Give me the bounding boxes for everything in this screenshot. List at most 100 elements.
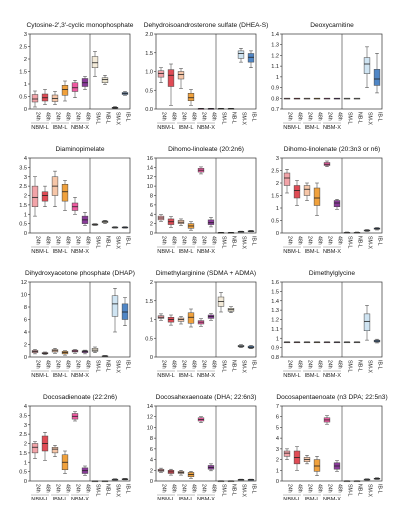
box bbox=[71, 82, 79, 92]
x-tick-label: 48h bbox=[85, 484, 91, 493]
x-tick-label: SM-X bbox=[367, 236, 373, 250]
group-label: IBM-L bbox=[179, 373, 194, 379]
y-tick-label: 2.0 bbox=[145, 32, 153, 38]
x-tick-label: 48h bbox=[191, 112, 197, 121]
box bbox=[207, 219, 215, 225]
x-tick-label: 48h bbox=[171, 360, 177, 369]
x-tick-label: 24h bbox=[201, 112, 207, 121]
chart-title: Cytosine-2′,3′-cyclic monophosphate bbox=[27, 22, 134, 29]
group-label: IBM-L bbox=[53, 249, 68, 255]
x-tick-label: 48h bbox=[337, 484, 343, 493]
x-tick-label: 48h bbox=[211, 484, 217, 493]
y-tick-label: 0 bbox=[276, 231, 279, 237]
chart-panel-3: Deoxycarnitine 0.7 0.8 0.9 1 1.1 1.2 1.3 1.4 24h 4… bbox=[271, 22, 382, 131]
box bbox=[51, 447, 59, 454]
x-tick-label: NB-L bbox=[105, 236, 111, 248]
x-tick-label: SM-X bbox=[241, 360, 247, 374]
box bbox=[31, 94, 39, 103]
y-tick-label: 1 bbox=[150, 318, 153, 324]
x-tick-label: SM-X bbox=[115, 484, 121, 498]
x-tick-label: 24h bbox=[307, 360, 313, 369]
y-tick-label: 2 bbox=[276, 181, 279, 187]
box bbox=[167, 69, 175, 87]
x-tick-label: NB-L bbox=[357, 236, 363, 248]
x-tick-label: 48h bbox=[191, 360, 197, 369]
box bbox=[187, 312, 195, 324]
box bbox=[31, 443, 39, 454]
box bbox=[91, 56, 99, 68]
x-tick-label: SM-L bbox=[347, 112, 353, 125]
group-label: NBM-L bbox=[283, 249, 300, 255]
box bbox=[101, 77, 109, 83]
y-tick-label: 0.8 bbox=[271, 96, 279, 102]
y-tick-label: 4 bbox=[150, 212, 153, 218]
y-tick-label: 1.6 bbox=[271, 280, 279, 286]
group-label: IBM-L bbox=[179, 249, 194, 255]
y-tick-label: 1.2 bbox=[271, 318, 279, 324]
x-tick-label: IB-L bbox=[251, 360, 257, 370]
x-tick-label: 24h bbox=[307, 484, 313, 493]
x-tick-label: 24h bbox=[201, 360, 207, 369]
y-tick-label: 0 bbox=[24, 479, 27, 485]
chart-panel-2: Dehydroisoandrosterone sulfate (DHEA-S) 0… bbox=[144, 22, 269, 131]
x-tick-label: 24h bbox=[307, 236, 313, 245]
chart-title: Dimethylglycine bbox=[309, 270, 356, 277]
y-tick-label: 0 bbox=[150, 231, 153, 237]
y-tick-label: 0.9 bbox=[271, 86, 279, 92]
y-tick-label: 14 bbox=[147, 404, 153, 410]
x-tick-label: 24h bbox=[75, 484, 81, 493]
y-tick-label: 2.5 bbox=[19, 45, 27, 51]
x-tick-label: 48h bbox=[171, 112, 177, 121]
x-tick-label: SM-X bbox=[367, 484, 373, 498]
x-tick-label: 24h bbox=[161, 112, 167, 121]
y-tick-label: 10 bbox=[147, 184, 153, 190]
x-tick-label: NB-L bbox=[231, 484, 237, 496]
group-label: NBM-X bbox=[323, 373, 341, 379]
x-tick-label: 24h bbox=[181, 360, 187, 369]
box bbox=[313, 187, 321, 206]
y-tick-label: 0 bbox=[150, 479, 153, 485]
y-tick-label: 4 bbox=[150, 458, 153, 464]
x-tick-label: IB-L bbox=[125, 484, 131, 494]
plot-frame bbox=[155, 405, 257, 482]
x-tick-label: SM-X bbox=[115, 112, 121, 126]
group-label: NBM-L bbox=[157, 125, 174, 131]
chart-title: Docosahexaenoate (DHA; 22:6n3) bbox=[156, 394, 257, 401]
x-tick-label: SM-X bbox=[115, 236, 121, 250]
y-tick-label: 1 bbox=[24, 82, 27, 88]
box bbox=[61, 85, 69, 96]
x-tick-label: IB-L bbox=[377, 484, 383, 494]
group-label: NBM-X bbox=[323, 125, 341, 131]
group-label: IBM-L bbox=[305, 125, 320, 131]
y-tick-label: 10 bbox=[147, 425, 153, 431]
x-tick-label: SM-X bbox=[367, 360, 373, 374]
y-tick-label: 3 bbox=[24, 423, 27, 429]
x-tick-label: 24h bbox=[287, 112, 293, 121]
x-tick-label: 48h bbox=[45, 236, 51, 245]
group-label: NBM-L bbox=[157, 373, 174, 379]
y-tick-label: 3 bbox=[24, 175, 27, 181]
x-tick-label: SM-L bbox=[95, 112, 101, 125]
group-label: NBM-L bbox=[31, 249, 48, 255]
box bbox=[247, 53, 255, 63]
y-tick-label: 10 bbox=[21, 293, 27, 299]
y-tick-label: 2.5 bbox=[271, 169, 279, 175]
y-tick-label: 8 bbox=[150, 194, 153, 200]
group-label: NBM-X bbox=[197, 373, 215, 379]
y-tick-label: 1.3 bbox=[271, 43, 279, 49]
x-tick-label: 24h bbox=[307, 112, 313, 121]
y-tick-label: 4 bbox=[276, 436, 279, 442]
y-tick-label: 1 bbox=[276, 336, 279, 342]
x-tick-label: 48h bbox=[191, 484, 197, 493]
x-tick-label: 48h bbox=[85, 236, 91, 245]
chart-panel-11: Docosahexaenoate (DHA; 22:6n3) 0 2 4 6 8 10 12 1… bbox=[147, 394, 257, 503]
chart-panel-7: Dihydroxyacetone phosphate (DHAP) 0 2 4 6 8 10… bbox=[21, 270, 135, 379]
y-tick-label: 4 bbox=[24, 330, 27, 336]
x-tick-label: SM-X bbox=[241, 112, 247, 126]
box bbox=[293, 185, 301, 199]
x-tick-label: 24h bbox=[55, 236, 61, 245]
y-tick-label: 1.1 bbox=[271, 64, 279, 70]
x-tick-label: 24h bbox=[201, 236, 207, 245]
box bbox=[61, 184, 69, 202]
